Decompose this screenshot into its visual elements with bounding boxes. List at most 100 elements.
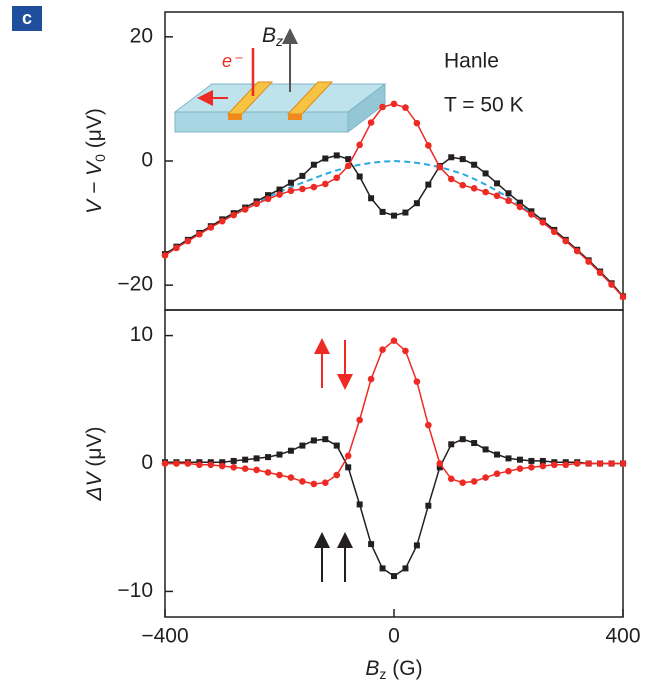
x-axis-label-part: (G) [386, 657, 422, 680]
y-axis-label-part: V − V [83, 160, 106, 214]
data-point [471, 440, 478, 447]
x-axis-label-part: B [365, 657, 379, 680]
data-point [356, 173, 363, 180]
data-point [390, 337, 398, 345]
data-point [322, 155, 329, 162]
y-axis-label: ΔV (μV) [83, 426, 106, 501]
y-tick-label: 0 [141, 149, 153, 172]
data-point [276, 451, 283, 458]
data-point [516, 456, 523, 463]
data-point [333, 174, 341, 182]
data-point [218, 462, 226, 470]
data-point [345, 156, 352, 163]
data-point [596, 269, 604, 277]
data-point [264, 469, 272, 476]
data-point [516, 199, 523, 206]
data-point [276, 471, 283, 479]
data-point [573, 460, 581, 467]
data-point [402, 104, 409, 111]
data-point [436, 464, 443, 471]
data-point [230, 457, 237, 464]
data-point [253, 466, 260, 474]
data-point [242, 456, 249, 463]
data-point [173, 460, 180, 467]
field-label: Bz [262, 24, 283, 49]
data-point [230, 464, 237, 471]
data-point [482, 170, 489, 177]
data-point [356, 141, 363, 149]
data-point [276, 191, 283, 198]
data-point [482, 474, 489, 481]
data-point [505, 455, 512, 462]
data-point [333, 471, 341, 479]
data-point [413, 200, 420, 207]
data-point [608, 460, 615, 467]
data-point [310, 480, 318, 488]
data-point [471, 161, 478, 168]
data-point [425, 421, 432, 429]
data-point [551, 461, 558, 469]
data-point [219, 459, 226, 466]
data-point [173, 244, 180, 252]
data-point [459, 479, 467, 486]
data-point [230, 211, 237, 219]
data-point [425, 142, 432, 149]
data-point [493, 470, 501, 478]
data-point [161, 252, 169, 259]
data-point [447, 475, 455, 483]
data-point [505, 467, 512, 475]
data-point [470, 478, 478, 485]
data-point [196, 230, 203, 238]
data-point [459, 181, 467, 189]
y-tick-label: 20 [130, 24, 153, 47]
x-tick-label: −400 [141, 625, 188, 648]
data-point [333, 152, 340, 159]
data-point [562, 461, 570, 469]
data-point [402, 347, 409, 355]
data-point [344, 162, 352, 170]
data-point [436, 460, 444, 467]
data-point [379, 103, 386, 111]
data-point [356, 416, 363, 424]
x-axis-label: Bz (G) [365, 657, 422, 682]
data-point [287, 179, 294, 186]
data-point [528, 211, 535, 218]
data-point [505, 197, 512, 205]
data-point [516, 465, 524, 472]
data-point [299, 442, 306, 449]
data-point [207, 224, 215, 231]
data-point [436, 163, 444, 171]
data-point [299, 172, 306, 179]
data-point [299, 185, 306, 193]
data-point [310, 183, 318, 191]
data-point [619, 293, 627, 301]
data-point [265, 454, 272, 461]
data-point [539, 462, 547, 470]
data-point [482, 446, 489, 453]
data-point [505, 190, 512, 197]
data-point [218, 217, 226, 225]
data-point [322, 479, 329, 486]
data-point [608, 281, 615, 288]
data-point [459, 436, 466, 443]
data-point [413, 378, 421, 385]
data-point [596, 460, 604, 467]
data-point [402, 209, 409, 216]
data-point [379, 565, 386, 572]
data-point [425, 181, 432, 188]
data-point [539, 219, 547, 226]
data-point [322, 436, 329, 443]
electron-label: e⁻ [222, 51, 243, 71]
y-tick-label: −20 [117, 273, 153, 296]
y-tick-label: 10 [130, 323, 153, 346]
data-point [619, 460, 627, 467]
data-point [344, 452, 352, 460]
data-point [379, 208, 386, 215]
data-point [482, 188, 489, 196]
data-point [585, 258, 592, 265]
data-point [368, 541, 375, 548]
data-point [470, 185, 478, 192]
data-point [253, 200, 260, 208]
x-tick-label: 0 [388, 625, 400, 648]
y-axis-label-part: ΔV [83, 470, 106, 501]
